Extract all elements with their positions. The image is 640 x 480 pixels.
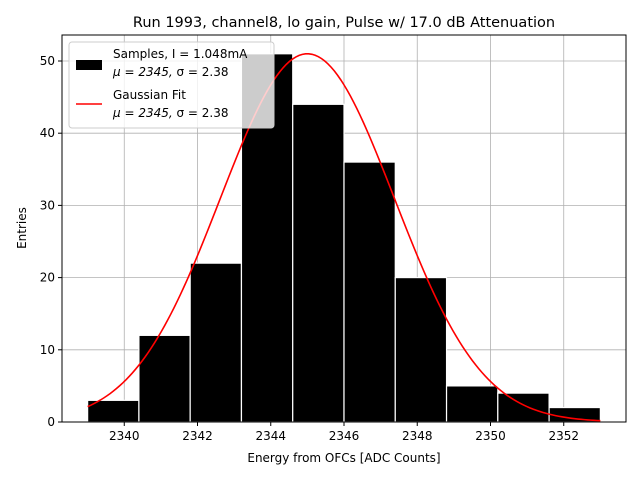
x-tick-label: 2344 [255, 429, 286, 443]
x-tick-label: 2350 [475, 429, 506, 443]
legend-samples-line1: Samples, I = 1.048mA [113, 47, 248, 61]
y-tick-label: 40 [40, 126, 55, 140]
histogram-bars [87, 53, 601, 423]
legend: Samples, I = 1.048mA μ = 2345, σ = 2.38 … [68, 41, 275, 129]
histogram-bar [497, 392, 550, 423]
legend-fit-line1: Gaussian Fit [113, 88, 186, 102]
y-tick-label: 10 [40, 343, 55, 357]
x-axis-ticks: 2340 2342 2344 2346 2348 2350 2352 [109, 422, 579, 443]
gaussian-fit-line [87, 53, 601, 422]
x-tick-label: 2342 [182, 429, 213, 443]
y-tick-label: 20 [40, 271, 55, 285]
y-axis-ticks: 0 10 20 30 40 50 [40, 54, 62, 429]
y-axis-label: Entries [15, 207, 29, 249]
y-tick-label: 0 [47, 415, 55, 429]
legend-box [68, 41, 275, 129]
y-tick-label: 30 [40, 198, 55, 212]
histogram-bar [445, 385, 499, 423]
legend-fit-sigma: σ = 2.38 [177, 106, 229, 120]
legend-fit-mu: μ = 2345, [112, 106, 177, 120]
y-tick-label: 50 [40, 54, 55, 68]
histogram-bar [189, 262, 243, 423]
histogram-bar [343, 161, 396, 423]
gaussian-fit [87, 53, 601, 422]
legend-samples-line2: μ = 2345, σ = 2.38 [112, 65, 229, 79]
histogram-bar [138, 334, 191, 423]
x-tick-label: 2352 [548, 429, 579, 443]
legend-samples-swatch [76, 60, 102, 70]
legend-samples-sigma: σ = 2.38 [177, 65, 229, 79]
x-axis-label: Energy from OFCs [ADC Counts] [247, 451, 440, 465]
legend-samples-mu: μ = 2345, [112, 65, 177, 79]
histogram-bar [394, 276, 448, 423]
x-tick-label: 2340 [109, 429, 140, 443]
histogram-bar [292, 103, 345, 423]
x-tick-label: 2348 [402, 429, 433, 443]
legend-fit-line2: μ = 2345, σ = 2.38 [112, 106, 229, 120]
chart-title: Run 1993, channel8, lo gain, Pulse w/ 17… [133, 15, 555, 31]
x-tick-label: 2346 [329, 429, 360, 443]
